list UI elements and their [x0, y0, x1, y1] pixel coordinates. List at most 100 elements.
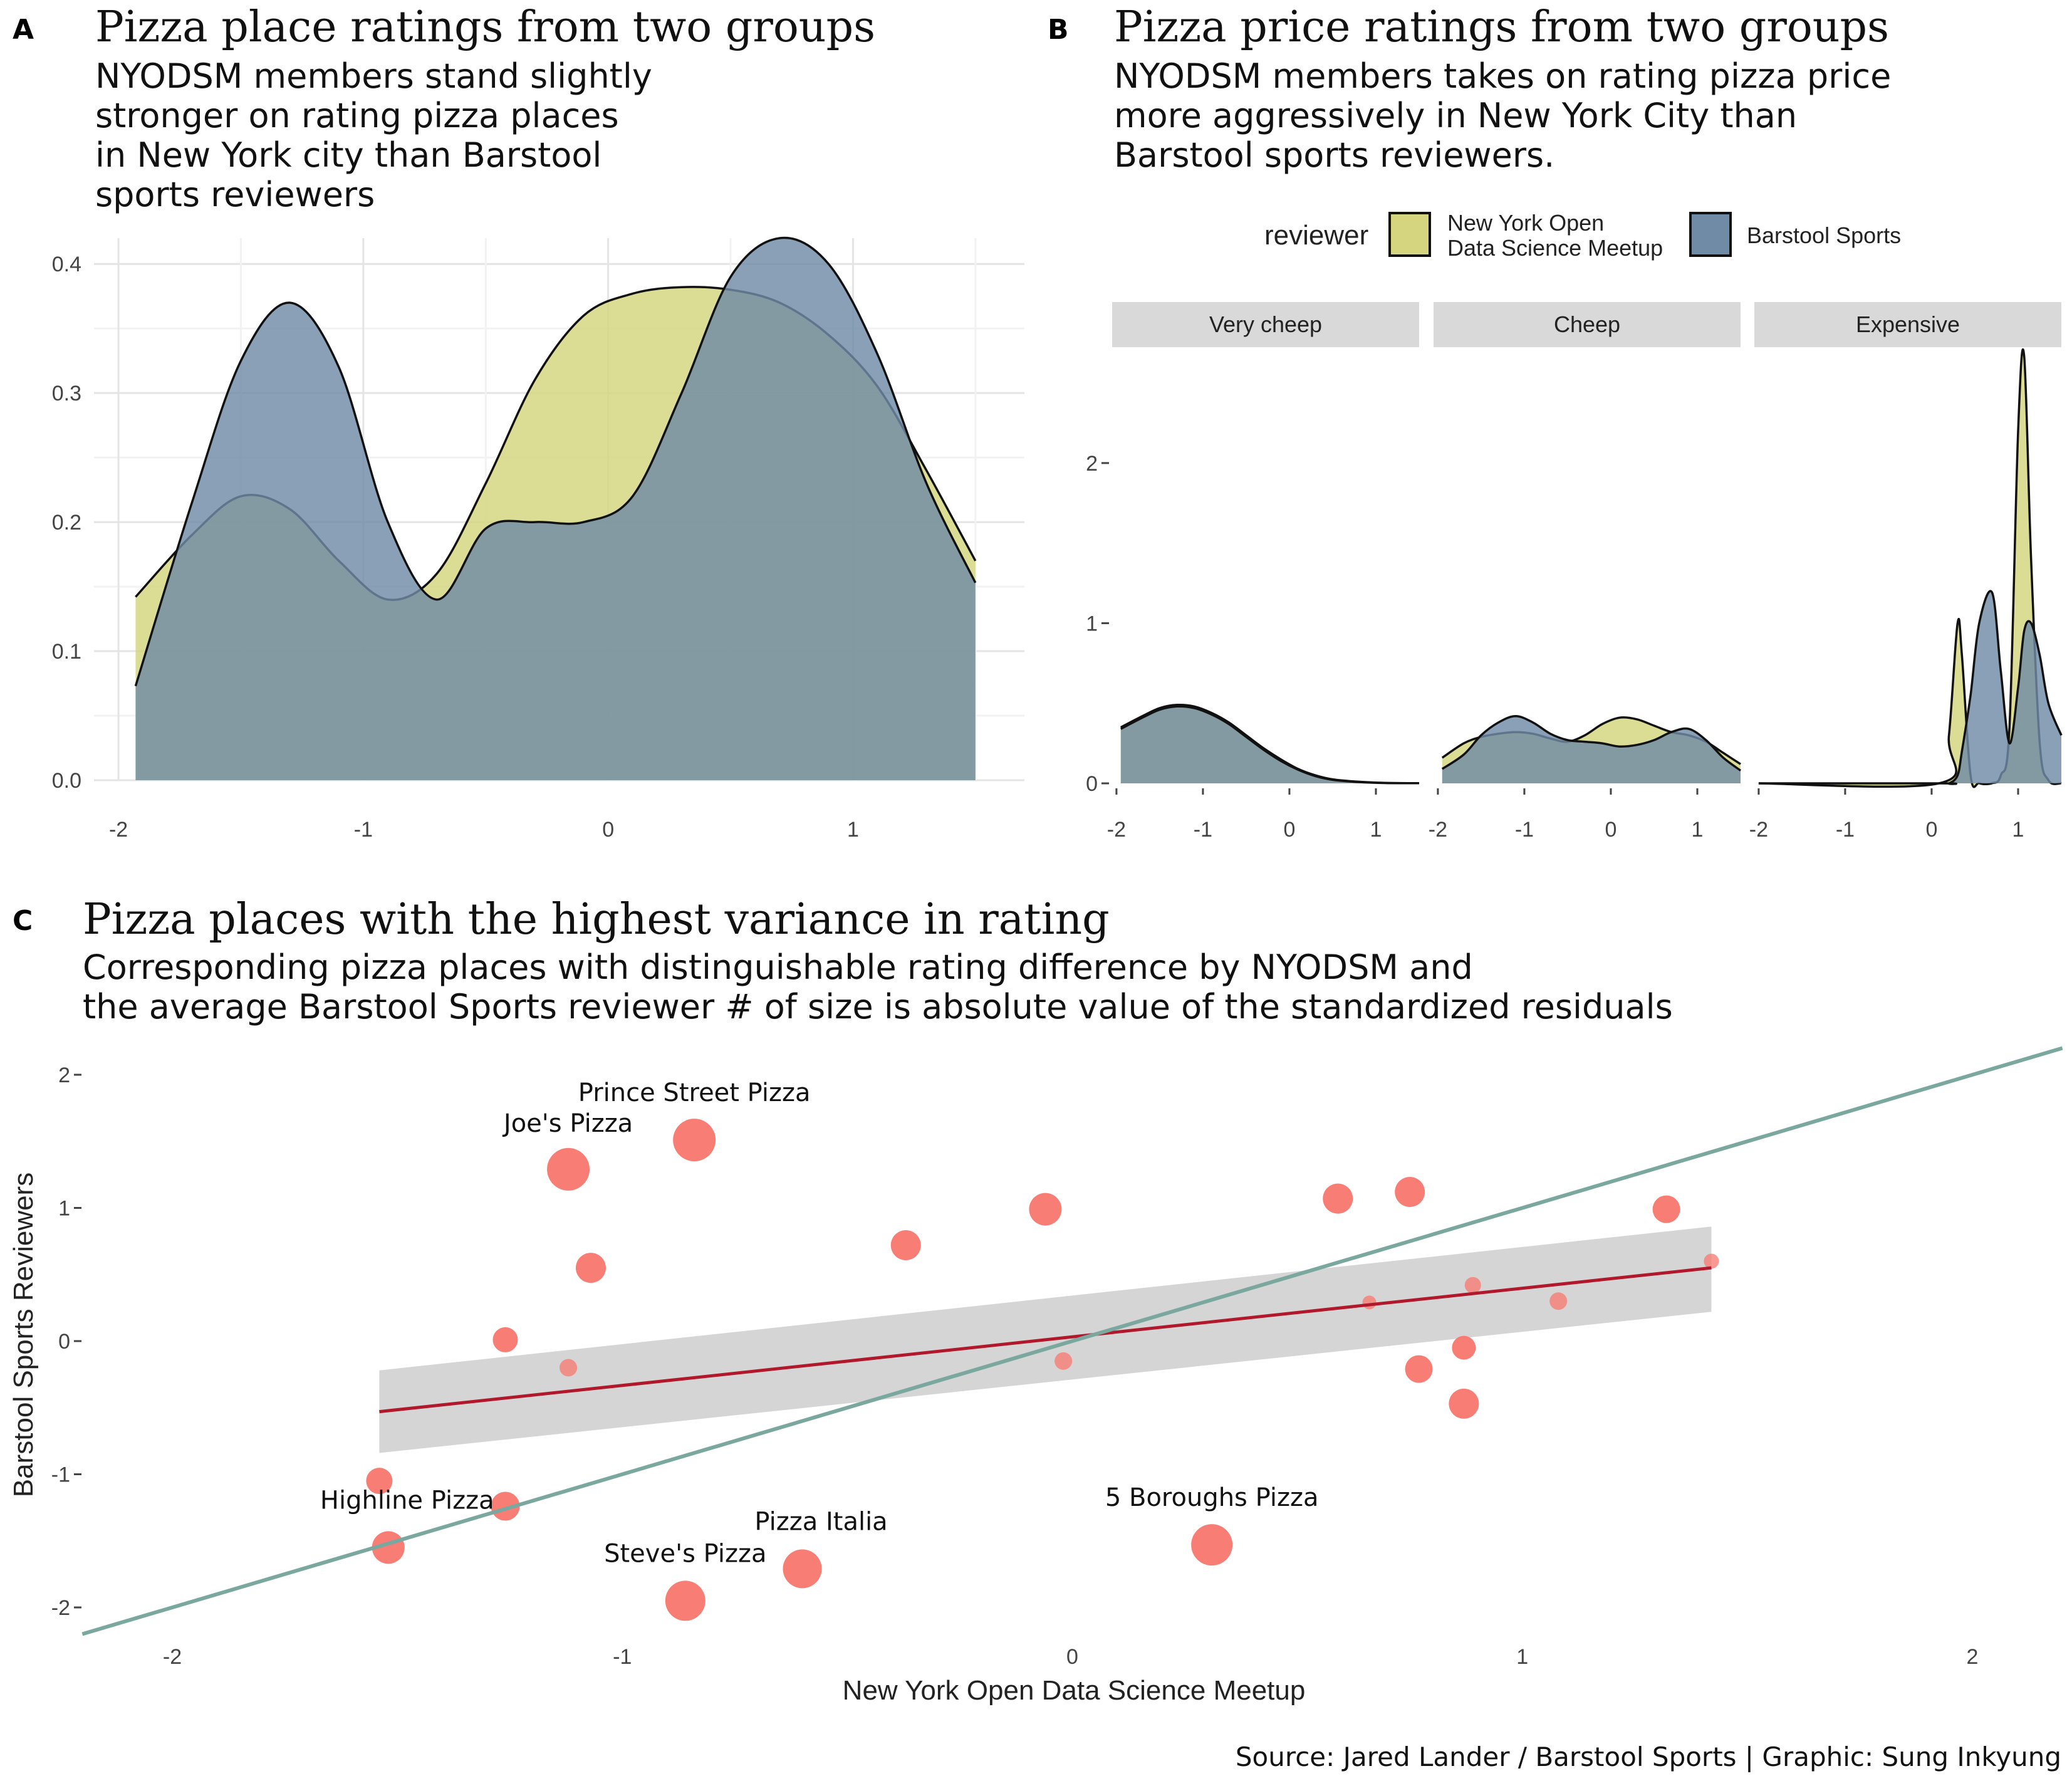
- panel-c-point-label: 5 Boroughs Pizza: [1105, 1483, 1319, 1512]
- panel-a-x-tick-label: -1: [354, 818, 373, 842]
- panel-b-x-tick-label: -1: [1515, 818, 1534, 842]
- panel-c-point: [366, 1468, 393, 1495]
- panel-b-x-tick-label: -2: [1107, 818, 1126, 842]
- panel-b-x-tick-label: -2: [1749, 818, 1768, 842]
- panel-c-y-tick-label: 2: [58, 1063, 70, 1087]
- panel-c-point-label: Highline Pizza: [320, 1486, 494, 1515]
- panel-c-point: [1054, 1352, 1073, 1370]
- panel-c-point: [1395, 1177, 1425, 1207]
- panel-a-y-tick-label: 0.2: [52, 511, 81, 535]
- panel-b-y-tick-label: 1: [1086, 612, 1098, 635]
- panel-b-x-tick-label: 1: [1370, 818, 1382, 842]
- panel-b-density-barstool-area: [1120, 706, 1419, 783]
- panel-b-y-tick-label: 2: [1086, 452, 1098, 476]
- panel-c-x-axis-title: New York Open Data Science Meetup: [843, 1675, 1306, 1706]
- panel-b-density-barstool-area: [1758, 591, 2061, 784]
- panel-c-point-label: Pizza Italia: [754, 1507, 887, 1536]
- panel-c-point: [665, 1580, 705, 1621]
- source-caption: Source: Jared Lander / Barstool Sports |…: [1236, 1742, 2061, 1772]
- panel-b-x-tick-label: 0: [1283, 818, 1295, 842]
- panel-b-x-tick-label: 0: [1925, 818, 1937, 842]
- panel-c-point-label: Steve's Pizza: [604, 1539, 766, 1568]
- panel-c-regression-line: [379, 1266, 1712, 1414]
- legend-swatch-barstool: [1689, 212, 1732, 257]
- panel-c-title: Pizza places with the highest variance i…: [83, 895, 1110, 944]
- legend-title: reviewer: [1264, 220, 1368, 251]
- panel-b-tag: B: [1048, 14, 1069, 46]
- panel-a-density-barstool-outline: [134, 236, 977, 687]
- panel-a-tag: A: [13, 14, 34, 46]
- legend: reviewer New York Open Data Science Meet…: [1264, 210, 1901, 261]
- panel-c-point: [492, 1327, 518, 1352]
- panel-a-x-tick-label: 1: [847, 818, 859, 842]
- panel-c-point: [1029, 1193, 1062, 1226]
- panel-c-x-tick-label: 2: [1967, 1645, 1979, 1669]
- panel-a-y-tick-label: 0.4: [52, 253, 81, 276]
- panel-a-y-tick-label: 0.3: [52, 382, 81, 405]
- panel-b-strip: [1112, 302, 1419, 347]
- panel-c-y-tick-label: 0: [58, 1330, 70, 1354]
- panel-b-x-tick-label: 0: [1605, 818, 1616, 842]
- panel-c-point: [1449, 1388, 1479, 1419]
- panel-b-subtitle-line-1: NYODSM members takes on rating pizza pri…: [1114, 56, 1891, 96]
- panel-c-point: [491, 1491, 520, 1521]
- panel-a-subtitle-line-3: in New York city than Barstool: [95, 135, 601, 175]
- legend-label-nyodsm-line-1: New York Open: [1447, 210, 1604, 236]
- panel-b-subtitle-line-3: Barstool sports reviewers.: [1114, 135, 1554, 175]
- panel-c-tag: C: [13, 905, 33, 937]
- panel-c-point: [1323, 1183, 1353, 1214]
- panel-a-x-tick-label: 0: [602, 818, 614, 842]
- panel-c-y-tick-label: 1: [58, 1197, 70, 1221]
- panel-a-title: Pizza place ratings from two groups: [95, 3, 875, 52]
- panel-c-point: [673, 1119, 716, 1162]
- panel-c-subtitle-line-1: Corresponding pizza places with distingu…: [83, 948, 1473, 987]
- panel-c-point: [1464, 1277, 1481, 1293]
- panel-b-strip: [1434, 302, 1741, 347]
- panel-c-point: [1452, 1335, 1476, 1360]
- panel-a-subtitle-line-4: sports reviewers: [95, 175, 375, 214]
- panel-b-strip-label: Cheep: [1554, 311, 1620, 337]
- panel-c-point: [783, 1549, 822, 1589]
- panel-a-subtitle-line-1: NYODSM members stand slightly: [95, 56, 652, 96]
- panel-b-strip: [1754, 302, 2061, 347]
- panel-c-point: [560, 1359, 578, 1377]
- panel-b-x-tick-label: 1: [1692, 818, 1704, 842]
- panel-b-subtitle-line-2: more aggressively in New York City than: [1114, 96, 1797, 135]
- panel-c-point: [1362, 1295, 1377, 1310]
- legend-label-nyodsm-line-2: Data Science Meetup: [1447, 235, 1663, 261]
- panel-a-density-barstool-area: [135, 238, 976, 781]
- panel-b-density-barstool-outline: [1441, 714, 1742, 772]
- panel-a-y-tick-label: 0.0: [52, 769, 81, 793]
- panel-b-x-tick-label: -1: [1194, 818, 1212, 842]
- panel-c-point-label: Prince Street Pizza: [578, 1079, 811, 1107]
- panel-b-density-barstool-area: [1442, 716, 1741, 783]
- panel-c-point: [575, 1253, 606, 1283]
- panel-a-subtitle-line-2: stronger on rating pizza places: [95, 96, 619, 135]
- panel-b-facet: [1754, 302, 2061, 795]
- panel-b-facet: [1434, 302, 1741, 795]
- panel-c-point: [890, 1230, 921, 1260]
- legend-label-barstool: Barstool Sports: [1747, 222, 1901, 248]
- panel-b-title: Pizza price ratings from two groups: [1114, 3, 1889, 52]
- panel-b-y-tick-label: 0: [1086, 772, 1098, 796]
- panel-c-point: [1405, 1355, 1433, 1383]
- panel-b-facet: [1112, 302, 1419, 795]
- panel-b-x-tick-label: 1: [2012, 818, 2024, 842]
- panel-c-x-tick-label: -1: [613, 1645, 632, 1669]
- panel-c-point: [1191, 1524, 1233, 1566]
- chart-marks: 0.0 0.1 0.2 0.3 0.4 -2 -1 0 1 Very cheep -2 -1 0 1 Che…: [51, 236, 2063, 1669]
- panel-c-point: [1549, 1292, 1568, 1310]
- legend-swatch-nyodsm: [1388, 212, 1431, 257]
- panel-c-point: [1704, 1253, 1719, 1269]
- panel-c-point: [547, 1147, 590, 1191]
- panel-c-identity-line: [81, 1046, 2063, 1636]
- panel-a-y-tick-label: 0.1: [52, 640, 81, 664]
- panel-b-density-barstool-outline: [1120, 705, 1420, 785]
- panel-b-strip-label: Expensive: [1856, 311, 1960, 337]
- panel-c-x-tick-label: -2: [163, 1645, 182, 1669]
- panel-b-strip-label: Very cheep: [1209, 311, 1322, 337]
- panel-c-subtitle-line-2: the average Barstool Sports reviewer # o…: [83, 987, 1673, 1026]
- panel-c-y-tick-label: -2: [51, 1596, 70, 1620]
- panel-c-point: [1652, 1195, 1680, 1223]
